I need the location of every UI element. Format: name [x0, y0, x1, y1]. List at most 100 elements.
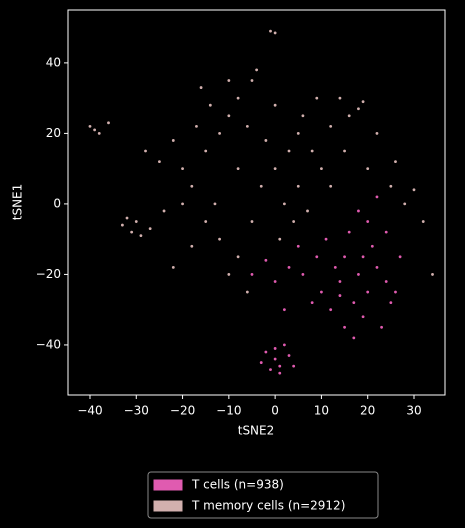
point — [227, 79, 231, 82]
point — [273, 280, 277, 283]
point — [361, 255, 365, 259]
point — [204, 149, 208, 153]
point — [259, 361, 263, 364]
plot-frame — [67, 9, 446, 396]
point — [264, 258, 268, 262]
point — [380, 325, 383, 329]
point — [208, 103, 212, 107]
point — [120, 223, 124, 227]
point — [370, 244, 374, 248]
point — [352, 336, 356, 340]
legend-swatch — [153, 479, 183, 491]
point — [273, 347, 277, 350]
point — [412, 188, 416, 192]
point — [324, 237, 328, 241]
point — [218, 237, 221, 241]
point — [93, 128, 97, 132]
point — [301, 114, 305, 118]
point — [431, 273, 434, 276]
point — [375, 195, 379, 199]
point — [282, 308, 286, 312]
point — [148, 227, 152, 230]
legend-swatch — [153, 500, 183, 512]
point — [296, 131, 300, 135]
x-tick-label: 0 — [271, 404, 279, 418]
point — [236, 167, 240, 171]
legend-label: T cells (n=938) — [191, 478, 284, 492]
point — [421, 220, 425, 223]
point — [139, 234, 143, 238]
point — [245, 124, 249, 128]
point — [384, 280, 388, 283]
x-tick-label: −30 — [124, 404, 149, 418]
y-tick-label: 40 — [46, 55, 61, 69]
x-tick-label: 20 — [360, 404, 375, 418]
point — [389, 301, 393, 305]
point — [310, 301, 314, 305]
point — [315, 96, 319, 100]
point — [375, 265, 379, 269]
point — [338, 96, 342, 100]
point — [338, 294, 342, 297]
legend-box — [147, 471, 379, 519]
x-tick-label: 10 — [314, 404, 329, 418]
point — [398, 255, 402, 259]
point — [181, 167, 184, 171]
point — [273, 357, 277, 361]
point — [278, 364, 282, 368]
point — [287, 265, 291, 269]
x-tick-label: −40 — [77, 404, 102, 418]
point — [329, 308, 333, 312]
x-tick-label: −10 — [216, 404, 241, 418]
point — [273, 103, 277, 107]
point — [287, 149, 291, 153]
point — [394, 160, 397, 164]
point — [357, 209, 360, 213]
point — [287, 354, 291, 357]
point — [255, 68, 259, 72]
point — [158, 160, 161, 164]
point — [343, 325, 346, 329]
point — [296, 244, 300, 248]
y-tick-label: −40 — [36, 337, 61, 351]
point — [394, 290, 397, 294]
y-axis-label: tSNE1 — [11, 184, 25, 221]
point — [315, 255, 319, 259]
point — [264, 350, 268, 354]
point — [329, 184, 333, 188]
point — [338, 280, 342, 283]
point — [264, 139, 268, 142]
point — [366, 167, 370, 171]
point — [347, 230, 351, 234]
point — [269, 368, 272, 372]
point — [236, 96, 240, 100]
point — [389, 184, 393, 188]
point — [236, 255, 240, 259]
point — [171, 139, 175, 142]
point — [259, 184, 263, 188]
point — [130, 230, 134, 234]
point — [199, 86, 203, 89]
point — [227, 114, 231, 118]
point — [366, 290, 370, 294]
point — [282, 202, 286, 206]
y-tick-label: 0 — [53, 196, 61, 210]
point — [218, 131, 221, 135]
y-tick-label: −20 — [36, 267, 61, 281]
point — [375, 131, 379, 135]
point — [171, 265, 175, 269]
point — [213, 202, 217, 206]
point — [181, 202, 184, 206]
point — [361, 315, 365, 319]
point — [357, 273, 360, 276]
point — [320, 290, 323, 294]
point — [273, 167, 277, 171]
point — [107, 121, 110, 125]
point — [125, 216, 129, 220]
point — [250, 273, 254, 276]
x-tick-label: 30 — [406, 404, 421, 418]
point — [329, 124, 333, 128]
point — [195, 124, 198, 128]
point — [245, 290, 249, 294]
